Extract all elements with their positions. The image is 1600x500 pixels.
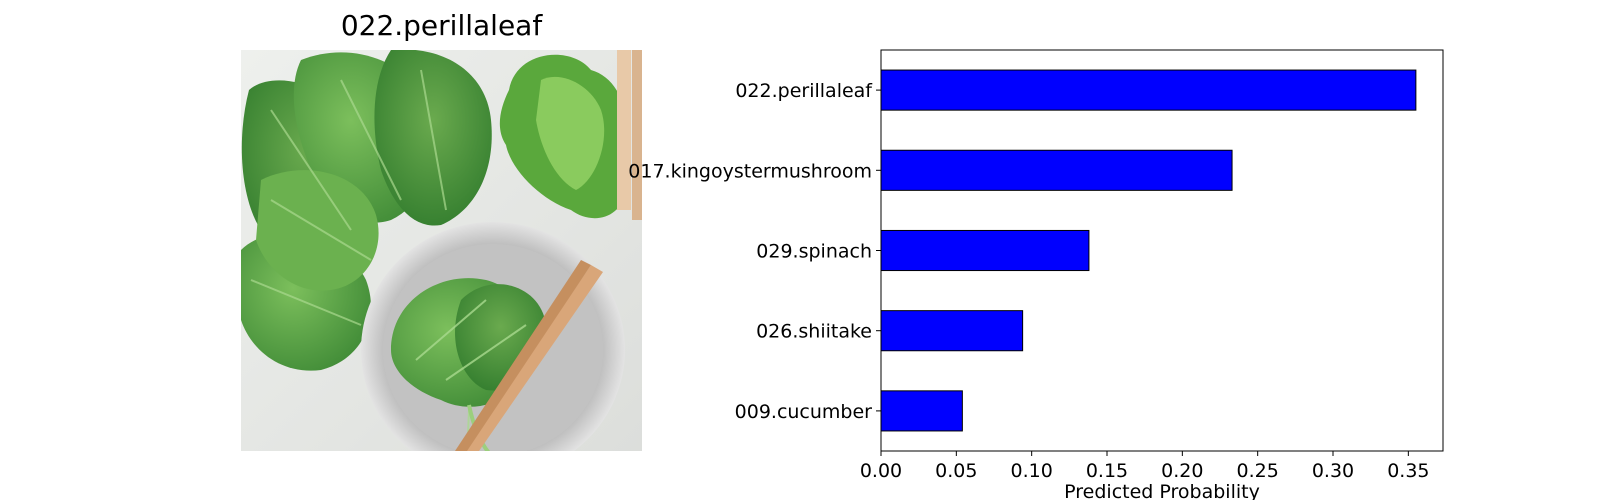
x-tick-label: 0.05: [935, 460, 977, 482]
bars-layer: [880, 69, 1417, 432]
image-title: 022.perillaleaf: [340, 9, 543, 42]
x-axis-label: Predicted Probability: [1064, 481, 1260, 500]
y-tick-label: 026.shiitake: [756, 321, 872, 343]
y-tick-label: 009.cucumber: [735, 401, 873, 423]
bar-029.spinach: [880, 229, 1090, 272]
y-tick-label: 022.perillaleaf: [735, 80, 873, 102]
bar-026.shiitake: [880, 310, 1024, 352]
x-tick-label: 0.00: [860, 460, 902, 482]
x-tick-label: 0.30: [1312, 460, 1354, 482]
y-tick-label: 029.spinach: [756, 241, 872, 263]
x-tick-label: 0.35: [1387, 460, 1429, 482]
bar-022.perillaleaf: [880, 69, 1417, 111]
x-tick-label: 0.10: [1011, 460, 1053, 482]
input-photo: [241, 50, 642, 451]
x-tick-label: 0.25: [1237, 460, 1279, 482]
perilla-leaves-photo: [241, 50, 642, 451]
y-ticks-layer: 022.perillaleaf 017.kingoystermushroom 029…: [628, 80, 881, 423]
bar-009.cucumber: [880, 390, 963, 432]
x-tick-label: 0.15: [1086, 460, 1128, 482]
x-ticks-layer: 0.00 0.05 0.10 0.15 0.20 0.25 0.30 0.35: [860, 451, 1430, 482]
x-tick-label: 0.20: [1161, 460, 1203, 482]
y-tick-label: 017.kingoystermushroom: [628, 160, 872, 182]
bar-017.kingoystermushroom: [880, 149, 1233, 191]
